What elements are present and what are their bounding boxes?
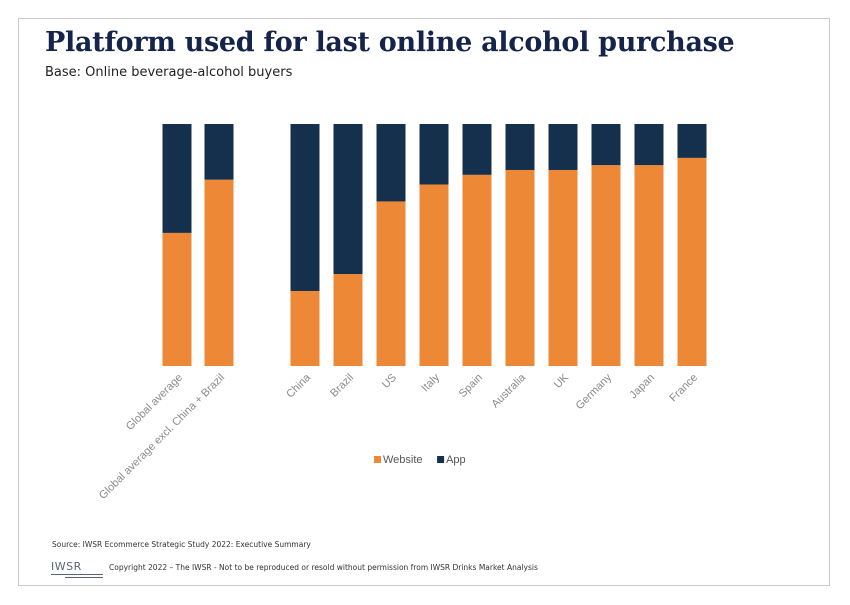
bar-app-10 (591, 124, 621, 166)
bar-website-7 (462, 174, 492, 366)
bar-website-6 (419, 184, 449, 366)
legend-swatch-website (374, 456, 381, 463)
bar-app-1 (162, 124, 192, 233)
legend-label-app: App (446, 454, 466, 466)
bar-app-5 (376, 124, 406, 202)
x-tick-label: Australia (489, 371, 528, 410)
bar-app-7 (462, 124, 492, 175)
page-title: Platform used for last online alcohol pu… (45, 27, 735, 58)
bar-website-11 (634, 165, 664, 366)
x-tick-label: Japan (627, 372, 657, 402)
bar-app-3 (290, 124, 320, 291)
copyright-note: Copyright 2022 – The IWSR - Not to be re… (109, 563, 538, 572)
bar-app-8 (505, 124, 535, 170)
iwsr-logo: IWSR (51, 558, 103, 580)
x-tick-label: Brazil (328, 372, 356, 400)
x-tick-label: UK (552, 371, 572, 391)
x-tick-label: France (667, 372, 700, 405)
bar-app-11 (634, 124, 664, 166)
bar-website-4 (333, 274, 363, 366)
bar-app-12 (677, 124, 707, 158)
bar-app-6 (419, 124, 449, 185)
x-tick-label: Germany (574, 371, 615, 412)
bar-website-9 (548, 169, 578, 366)
x-tick-label: Spain (457, 372, 485, 400)
x-tick-label: US (380, 372, 399, 391)
bar-app-9 (548, 124, 578, 170)
chart-frame: Platform used for last online alcohol pu… (18, 18, 830, 586)
bar-website-5 (376, 201, 406, 366)
logo-line (65, 577, 103, 578)
x-tick-label: Italy (419, 371, 442, 394)
bar-website-8 (505, 169, 535, 366)
bar-website-1 (162, 232, 192, 366)
bar-website-3 (290, 290, 320, 366)
bar-website-12 (677, 157, 707, 366)
bar-website-2 (204, 179, 234, 366)
source-note: Source: IWSR Ecommerce Strategic Study 2… (52, 540, 311, 549)
bar-app-2 (204, 124, 234, 180)
x-tick-label: China (284, 371, 313, 400)
logo-line (51, 574, 103, 575)
legend-swatch-app (437, 456, 445, 463)
chart-subtitle: Base: Online beverage-alcohol buyers (45, 65, 293, 80)
legend-label-website: Website (383, 454, 423, 466)
logo-text: IWSR (51, 560, 82, 573)
bar-website-10 (591, 165, 621, 366)
bar-app-4 (333, 124, 363, 275)
